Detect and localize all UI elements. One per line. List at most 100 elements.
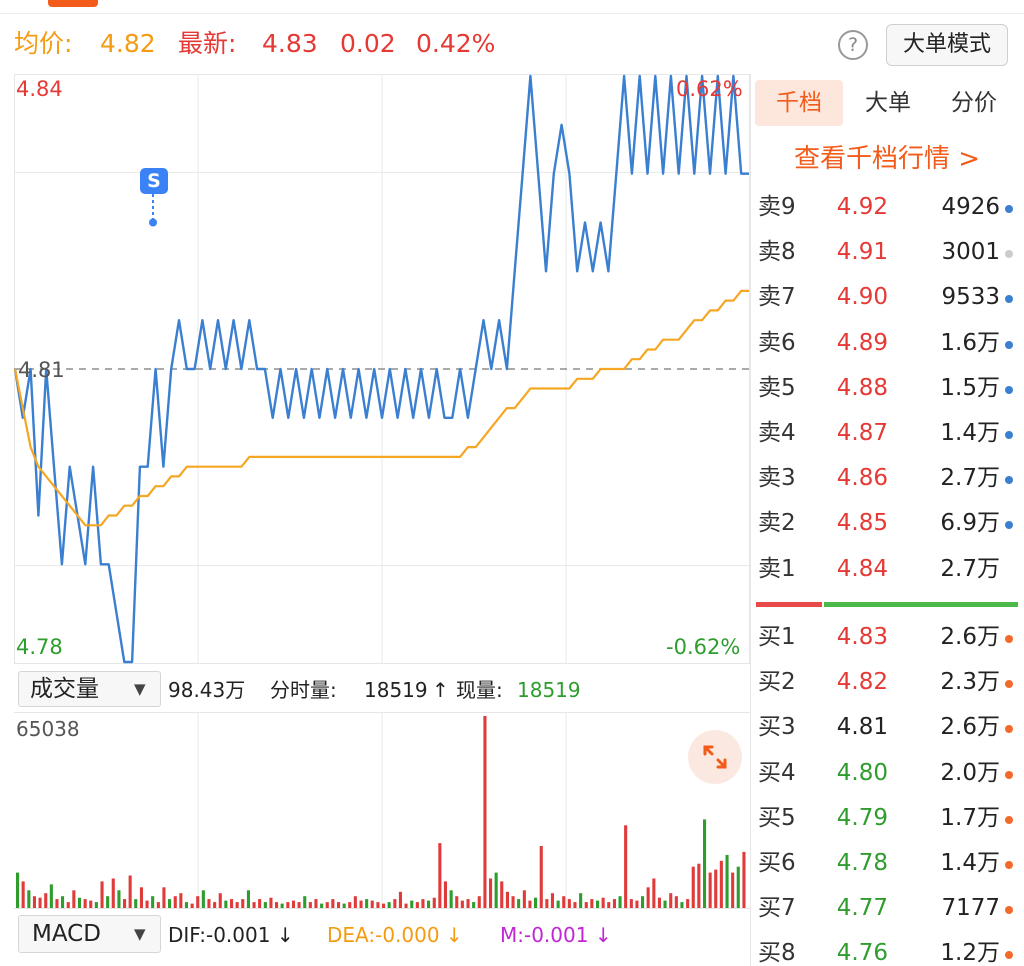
percent-axis-max-label: 0.62%: [676, 77, 743, 101]
sell-signal-point: [149, 218, 157, 227]
volume-bar: [393, 899, 397, 908]
volume-bar: [44, 893, 48, 908]
volume-bar: [286, 902, 290, 908]
volume-bar: [669, 893, 673, 908]
volume-indicator-dropdown[interactable]: [18, 671, 161, 707]
order-level-dot-icon: [1005, 476, 1013, 485]
intraday-price-chart[interactable]: [14, 74, 750, 664]
order-level-price: 4.88: [836, 374, 888, 401]
latest-price-value: 4.83: [262, 29, 318, 58]
buy-level-4[interactable]: 买4 4.80 2.0万: [756, 751, 1018, 796]
volume-bar: [612, 899, 616, 908]
view-qiandang-link[interactable]: 查看千档行情 >: [793, 144, 981, 174]
order-level-dot-icon: [1005, 770, 1013, 779]
caret-down-icon: ▼: [134, 680, 146, 698]
tab-dadan[interactable]: 大单: [865, 90, 911, 116]
order-level-price: 4.90: [836, 284, 888, 311]
minute-volume-label: 分时量:: [270, 678, 337, 702]
tab-fenjia[interactable]: 分价: [951, 90, 997, 116]
volume-bar: [179, 893, 183, 908]
volume-bar: [477, 896, 481, 908]
price-line: [14, 74, 749, 664]
volume-bar: [719, 860, 723, 908]
order-level-label: 买2: [758, 669, 796, 696]
buy-level-6[interactable]: 买6 4.78 1.4万: [756, 841, 1018, 886]
volume-bar: [280, 903, 284, 908]
buy-level-7[interactable]: 买7 4.77 7177: [756, 886, 1018, 931]
avg-price-value: 4.82: [100, 29, 156, 58]
volume-bar: [258, 899, 262, 908]
volume-bar: [601, 897, 605, 908]
expand-chart-button[interactable]: [688, 730, 742, 784]
sell-level-6[interactable]: 卖6 4.89 1.6万: [756, 321, 1018, 366]
order-level-dot-icon: [1005, 521, 1013, 530]
volume-bar: [534, 897, 538, 908]
volume-bar: [421, 899, 425, 908]
volume-bar: [460, 900, 464, 908]
order-level-dot-icon: [1005, 725, 1013, 734]
volume-bar: [77, 897, 81, 908]
volume-bar: [94, 902, 98, 908]
volume-bar: [584, 902, 588, 908]
volume-bar: [472, 902, 476, 908]
volume-bar: [539, 846, 543, 908]
volume-bar: [449, 890, 453, 908]
volume-bar: [691, 866, 695, 908]
order-level-volume: 3001: [941, 239, 1000, 266]
buy-level-5[interactable]: 买5 4.79 1.7万: [756, 796, 1018, 841]
volume-bar: [342, 903, 346, 908]
volume-bar: [590, 899, 594, 908]
order-level-price: 4.84: [836, 555, 888, 582]
volume-bar: [337, 902, 341, 908]
buy-level-8[interactable]: 买8 4.76 1.2万: [756, 931, 1018, 966]
volume-bar: [635, 900, 639, 908]
order-level-volume: 1.5万: [940, 374, 1000, 401]
sell-level-2[interactable]: 卖2 4.85 6.9万: [756, 501, 1018, 546]
sell-level-5[interactable]: 卖5 4.88 1.5万: [756, 366, 1018, 411]
help-icon[interactable]: ?: [838, 30, 868, 60]
sell-ratio-segment: [756, 602, 822, 607]
volume-bar: [213, 902, 217, 908]
volume-bar: [562, 896, 566, 908]
sell-level-3[interactable]: 卖3 4.86 2.7万: [756, 456, 1018, 501]
sell-level-4[interactable]: 卖4 4.87 1.4万: [756, 411, 1018, 456]
volume-bar: [731, 872, 735, 908]
arrow-up-icon: ↑: [432, 678, 449, 702]
volume-bar: [641, 896, 645, 908]
volume-bar: [21, 881, 25, 908]
order-level-price: 4.79: [836, 804, 888, 831]
volume-bar: [61, 896, 65, 908]
sell-level-7[interactable]: 卖7 4.90 9533: [756, 275, 1018, 320]
sell-level-1[interactable]: 卖1 4.84 2.7万: [756, 547, 1018, 592]
big-order-mode-button[interactable]: 大单模式: [886, 24, 1008, 66]
current-volume-value: 18519: [517, 678, 581, 702]
volume-bar: [427, 900, 431, 908]
sell-signal-icon[interactable]: S: [140, 168, 168, 194]
volume-bar: [370, 900, 374, 908]
volume-bar: [359, 900, 363, 908]
volume-bar: [494, 872, 498, 908]
buy-level-2[interactable]: 买2 4.82 2.3万: [756, 660, 1018, 705]
volume-bar: [348, 902, 352, 908]
order-level-price: 4.87: [836, 420, 888, 446]
volume-bar-chart[interactable]: [14, 712, 750, 910]
order-level-volume: 2.7万: [940, 555, 1000, 582]
volume-bar: [201, 890, 205, 908]
volume-bar: [38, 897, 42, 908]
volume-bar: [629, 899, 633, 908]
tab-qiandang[interactable]: 千档: [755, 80, 843, 126]
sell-level-8[interactable]: 卖8 4.91 3001: [756, 230, 1018, 275]
volume-bar: [303, 896, 307, 908]
volume-bar: [184, 902, 188, 908]
volume-bar: [156, 902, 160, 908]
volume-bar: [291, 900, 295, 908]
buy-level-1[interactable]: 买1 4.83 2.6万: [756, 615, 1018, 660]
volume-bar: [500, 881, 504, 908]
volume-bar: [162, 887, 166, 908]
sell-level-9[interactable]: 卖9 4.92 4926: [756, 185, 1018, 230]
volume-bar: [190, 903, 194, 908]
macd-indicator-dropdown[interactable]: [18, 915, 161, 953]
order-level-label: 卖2: [758, 510, 796, 537]
buy-level-3[interactable]: 买3 4.81 2.6万: [756, 705, 1018, 750]
volume-bar: [483, 716, 487, 908]
